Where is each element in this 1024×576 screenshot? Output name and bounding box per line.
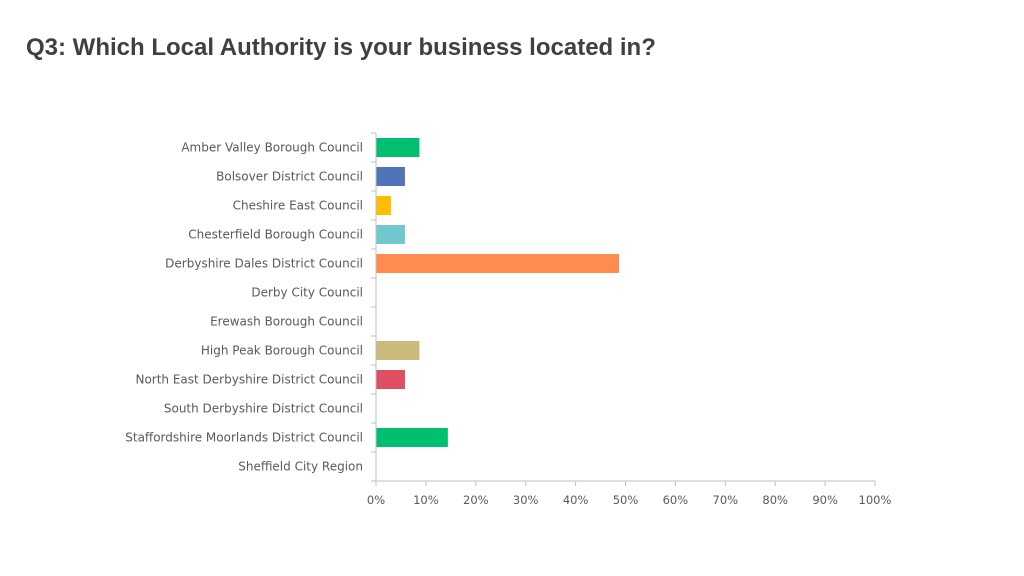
bar bbox=[376, 370, 405, 389]
x-tick-label: 40% bbox=[563, 493, 589, 507]
bar bbox=[376, 138, 420, 157]
category-label: South Derbyshire District Council bbox=[164, 402, 363, 416]
bar bbox=[376, 225, 405, 244]
page-title: Q3: Which Local Authority is your busine… bbox=[26, 34, 656, 61]
x-tick-label: 80% bbox=[762, 493, 788, 507]
bar bbox=[376, 341, 420, 360]
category-label: Erewash Borough Council bbox=[210, 315, 363, 329]
category-label: Derby City Council bbox=[251, 286, 363, 300]
category-label: Sheffield City Region bbox=[238, 460, 363, 474]
bar bbox=[376, 428, 448, 447]
category-label: Derbyshire Dales District Council bbox=[165, 257, 363, 271]
category-label: Cheshire East Council bbox=[233, 199, 363, 213]
category-label: Amber Valley Borough Council bbox=[181, 141, 363, 155]
x-tick-label: 0% bbox=[367, 493, 385, 507]
x-tick-label: 30% bbox=[513, 493, 539, 507]
x-tick-label: 100% bbox=[859, 493, 892, 507]
x-tick-label: 50% bbox=[613, 493, 639, 507]
category-label: Chesterfield Borough Council bbox=[188, 228, 363, 242]
x-tick-label: 10% bbox=[413, 493, 439, 507]
category-label: North East Derbyshire District Council bbox=[135, 373, 363, 387]
category-label: Staffordshire Moorlands District Council bbox=[125, 431, 363, 445]
category-label: Bolsover District Council bbox=[216, 170, 363, 184]
x-tick-label: 90% bbox=[812, 493, 838, 507]
x-tick-label: 20% bbox=[463, 493, 489, 507]
bar bbox=[376, 196, 391, 215]
x-tick-label: 60% bbox=[663, 493, 689, 507]
bar bbox=[376, 254, 620, 273]
x-tick-label: 70% bbox=[713, 493, 739, 507]
bar bbox=[376, 167, 405, 186]
category-label: High Peak Borough Council bbox=[201, 344, 363, 358]
